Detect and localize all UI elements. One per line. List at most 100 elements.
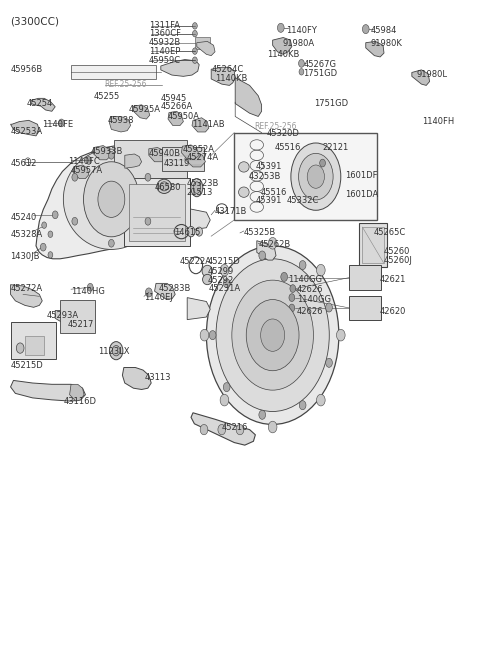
Circle shape (320, 159, 325, 167)
Text: 45957A: 45957A (71, 166, 103, 175)
Text: 45292: 45292 (207, 276, 234, 285)
Text: 1311FA: 1311FA (149, 21, 180, 30)
Circle shape (223, 279, 230, 288)
Circle shape (299, 153, 333, 200)
Ellipse shape (191, 179, 203, 197)
Bar (349, 296, 381, 320)
Bar (11, 322, 56, 359)
Circle shape (86, 157, 92, 164)
Text: REF.25-256: REF.25-256 (105, 80, 147, 89)
Circle shape (108, 239, 114, 247)
Bar (71, 65, 156, 79)
Circle shape (259, 410, 265, 419)
Text: 45516: 45516 (275, 143, 301, 152)
Text: 43171B: 43171B (215, 207, 247, 216)
Text: 45945: 45945 (161, 94, 187, 103)
Bar (129, 184, 185, 241)
Polygon shape (55, 311, 76, 325)
Bar (60, 300, 95, 333)
Polygon shape (187, 208, 210, 230)
Polygon shape (257, 241, 276, 260)
Bar (234, 133, 377, 220)
Circle shape (206, 246, 339, 424)
Circle shape (16, 343, 24, 353)
Circle shape (216, 259, 329, 411)
Text: 45612: 45612 (11, 159, 37, 168)
Polygon shape (94, 146, 111, 160)
Text: 42620: 42620 (379, 307, 406, 316)
Circle shape (290, 285, 296, 292)
Text: 43113: 43113 (145, 373, 171, 382)
Polygon shape (109, 116, 131, 132)
Circle shape (200, 329, 209, 341)
Circle shape (48, 252, 53, 258)
Circle shape (52, 211, 58, 219)
Text: 91980A: 91980A (282, 39, 314, 48)
Text: 45332C: 45332C (287, 196, 319, 205)
Circle shape (362, 25, 369, 34)
Polygon shape (366, 41, 384, 57)
Text: 1601DF: 1601DF (345, 171, 377, 180)
Text: 45925A: 45925A (129, 105, 161, 114)
Circle shape (72, 173, 78, 181)
Circle shape (289, 294, 295, 302)
Ellipse shape (112, 345, 120, 356)
Ellipse shape (239, 187, 249, 197)
Circle shape (145, 173, 151, 181)
Ellipse shape (193, 182, 200, 193)
Text: 45328A: 45328A (11, 230, 43, 239)
Text: 45215D: 45215D (11, 361, 43, 370)
Bar (25, 336, 44, 355)
Polygon shape (168, 111, 183, 126)
Text: 45940B: 45940B (149, 149, 181, 159)
Text: 14615: 14615 (174, 228, 200, 237)
Text: 45266A: 45266A (161, 102, 193, 111)
Circle shape (42, 222, 47, 228)
Circle shape (325, 303, 332, 312)
Text: 45260: 45260 (384, 247, 410, 256)
Polygon shape (11, 120, 39, 136)
Text: 1751GD: 1751GD (303, 69, 337, 78)
Circle shape (192, 57, 197, 63)
Text: 45260J: 45260J (384, 256, 413, 265)
Bar (362, 227, 384, 263)
Text: 1140FE: 1140FE (42, 120, 73, 129)
Bar (124, 178, 190, 246)
Circle shape (307, 165, 324, 188)
Circle shape (192, 23, 197, 29)
Text: 1140FH: 1140FH (422, 117, 455, 126)
Text: 45267G: 45267G (303, 60, 336, 69)
Text: 45255: 45255 (94, 92, 120, 101)
Text: 21513: 21513 (186, 188, 213, 197)
Text: 45262B: 45262B (258, 240, 290, 249)
Text: 45933B: 45933B (90, 147, 122, 156)
Text: 1141AB: 1141AB (192, 120, 225, 129)
Text: 1140GG: 1140GG (288, 275, 322, 284)
Text: 45293A: 45293A (47, 311, 79, 320)
Polygon shape (125, 154, 142, 168)
Polygon shape (73, 165, 89, 179)
Text: 45932B: 45932B (149, 38, 181, 47)
Text: 1140EP: 1140EP (149, 47, 180, 56)
Text: 45272A: 45272A (11, 284, 43, 293)
Polygon shape (11, 380, 85, 401)
Text: 45984: 45984 (371, 26, 397, 35)
Text: 22121: 22121 (323, 143, 349, 152)
Circle shape (40, 243, 46, 251)
Circle shape (316, 265, 325, 276)
Circle shape (145, 288, 152, 297)
Circle shape (325, 358, 332, 367)
Text: 45240: 45240 (11, 213, 37, 222)
Polygon shape (191, 413, 255, 445)
Polygon shape (122, 367, 151, 389)
Text: 1140KB: 1140KB (267, 50, 299, 60)
Text: 45265C: 45265C (373, 228, 406, 237)
Text: 45217: 45217 (67, 320, 94, 329)
Ellipse shape (196, 227, 203, 236)
Circle shape (232, 280, 313, 390)
Circle shape (268, 421, 277, 433)
Circle shape (300, 261, 306, 270)
Text: 45222A: 45222A (180, 257, 212, 266)
Polygon shape (155, 283, 175, 299)
Ellipse shape (202, 265, 213, 277)
